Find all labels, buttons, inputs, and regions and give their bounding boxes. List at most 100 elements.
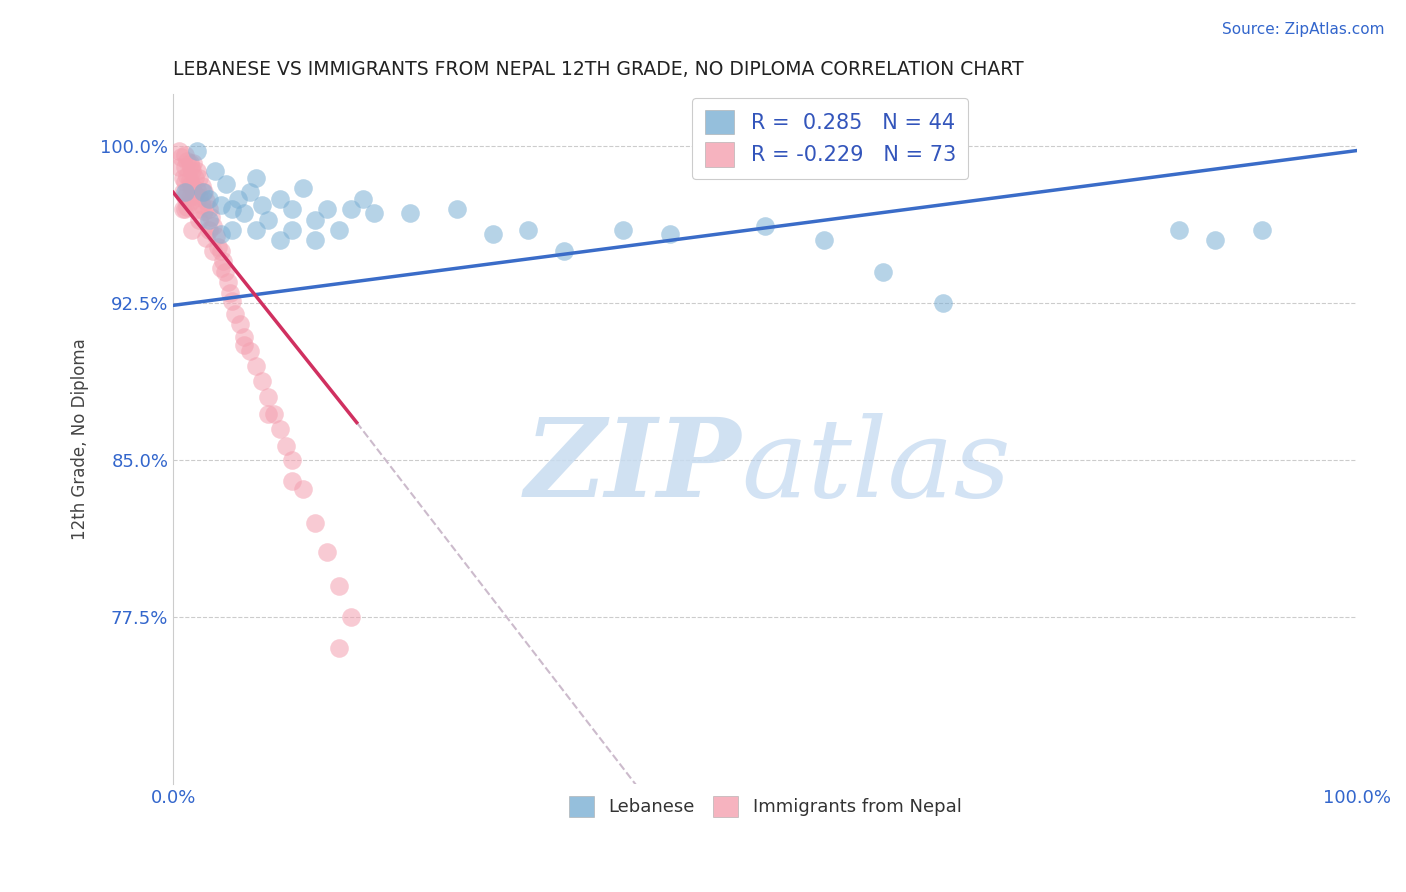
Point bbox=[172, 202, 194, 216]
Point bbox=[233, 338, 256, 352]
Point bbox=[352, 192, 374, 206]
Point bbox=[339, 610, 361, 624]
Point bbox=[176, 200, 198, 214]
Point bbox=[186, 183, 208, 197]
Point bbox=[328, 223, 350, 237]
Point bbox=[174, 202, 197, 216]
Point bbox=[181, 164, 204, 178]
Point bbox=[170, 150, 193, 164]
Point bbox=[221, 223, 243, 237]
Point bbox=[193, 204, 215, 219]
Point bbox=[269, 234, 291, 248]
Point bbox=[174, 175, 197, 189]
Point bbox=[754, 219, 776, 233]
Legend: Lebanese, Immigrants from Nepal: Lebanese, Immigrants from Nepal bbox=[561, 789, 969, 823]
Point bbox=[195, 231, 218, 245]
Point bbox=[176, 153, 198, 168]
Point bbox=[224, 307, 246, 321]
Point bbox=[316, 545, 339, 559]
Point bbox=[221, 202, 243, 216]
Point bbox=[212, 254, 235, 268]
Point bbox=[174, 161, 197, 175]
Point bbox=[197, 223, 219, 237]
Point bbox=[257, 212, 280, 227]
Point bbox=[181, 223, 204, 237]
Point bbox=[179, 173, 201, 187]
Point bbox=[197, 202, 219, 216]
Point bbox=[872, 265, 894, 279]
Text: LEBANESE VS IMMIGRANTS FROM NEPAL 12TH GRADE, NO DIPLOMA CORRELATION CHART: LEBANESE VS IMMIGRANTS FROM NEPAL 12TH G… bbox=[173, 60, 1024, 78]
Point bbox=[553, 244, 575, 258]
Point bbox=[180, 194, 202, 208]
Point bbox=[482, 227, 505, 242]
Point bbox=[188, 170, 211, 185]
Point bbox=[174, 189, 197, 203]
Point bbox=[219, 285, 242, 300]
Point bbox=[813, 234, 835, 248]
Point bbox=[186, 144, 208, 158]
Point bbox=[197, 192, 219, 206]
Point bbox=[280, 202, 302, 216]
Point bbox=[239, 344, 262, 359]
Y-axis label: 12th Grade, No Diploma: 12th Grade, No Diploma bbox=[72, 338, 89, 541]
Point bbox=[517, 223, 540, 237]
Point bbox=[209, 198, 232, 212]
Point bbox=[190, 198, 212, 212]
Point bbox=[328, 641, 350, 656]
Point bbox=[659, 227, 682, 242]
Point bbox=[228, 192, 250, 206]
Point bbox=[174, 147, 197, 161]
Point bbox=[186, 202, 208, 216]
Point bbox=[190, 179, 212, 194]
Point bbox=[263, 407, 285, 421]
Point bbox=[193, 186, 215, 200]
Text: atlas: atlas bbox=[741, 413, 1011, 521]
Point bbox=[181, 181, 204, 195]
Point bbox=[186, 164, 208, 178]
Point bbox=[167, 161, 190, 175]
Point bbox=[250, 374, 273, 388]
Point bbox=[204, 164, 226, 178]
Point bbox=[200, 211, 222, 225]
Point bbox=[269, 192, 291, 206]
Point bbox=[209, 244, 232, 258]
Point bbox=[612, 223, 634, 237]
Point bbox=[316, 202, 339, 216]
Point bbox=[188, 189, 211, 203]
Point bbox=[174, 186, 197, 200]
Point bbox=[292, 483, 315, 497]
Point bbox=[304, 212, 326, 227]
Point bbox=[202, 244, 225, 258]
Point bbox=[215, 177, 238, 191]
Point bbox=[188, 212, 211, 227]
Point bbox=[228, 317, 250, 331]
Point bbox=[257, 391, 280, 405]
Text: ZIP: ZIP bbox=[524, 413, 741, 521]
Point bbox=[214, 265, 236, 279]
Point bbox=[221, 294, 243, 309]
Point bbox=[339, 202, 361, 216]
Point bbox=[931, 296, 953, 310]
Point bbox=[1168, 223, 1191, 237]
Point bbox=[245, 170, 267, 185]
Point bbox=[399, 206, 422, 220]
Point bbox=[363, 206, 385, 220]
Text: Source: ZipAtlas.com: Source: ZipAtlas.com bbox=[1222, 22, 1385, 37]
Point bbox=[245, 359, 267, 373]
Point bbox=[250, 198, 273, 212]
Point bbox=[179, 189, 201, 203]
Point bbox=[304, 516, 326, 530]
Point bbox=[183, 156, 205, 170]
Point bbox=[176, 186, 198, 200]
Point bbox=[183, 187, 205, 202]
Point bbox=[195, 194, 218, 208]
Point bbox=[207, 240, 229, 254]
Point bbox=[180, 177, 202, 191]
Point bbox=[172, 170, 194, 185]
Point bbox=[239, 186, 262, 200]
Point bbox=[197, 212, 219, 227]
Point bbox=[292, 181, 315, 195]
Point bbox=[280, 474, 302, 488]
Point bbox=[280, 223, 302, 237]
Point bbox=[191, 186, 214, 200]
